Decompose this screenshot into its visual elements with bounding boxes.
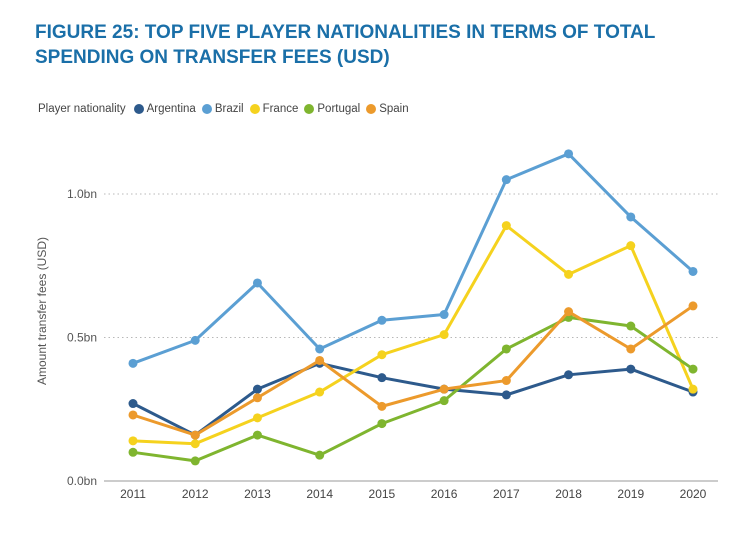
y-tick-label-0: 0.0bn bbox=[67, 474, 97, 488]
point-france-2020 bbox=[688, 384, 698, 394]
point-brazil-2011 bbox=[128, 358, 138, 368]
point-france-2011 bbox=[128, 436, 138, 446]
legend-label: Player nationality bbox=[38, 103, 126, 115]
series-line-brazil bbox=[131, 152, 695, 365]
point-france-2013 bbox=[252, 413, 262, 423]
point-portugal-2016 bbox=[439, 396, 449, 406]
point-spain-2015 bbox=[377, 401, 387, 411]
point-argentina-2017 bbox=[501, 390, 511, 400]
point-brazil-2012 bbox=[190, 335, 200, 345]
y-axis-label: Amount transfer fees (USD) bbox=[35, 237, 49, 385]
point-portugal-2014 bbox=[315, 450, 325, 460]
series-line-spain bbox=[131, 304, 695, 437]
legend-dot-portugal bbox=[304, 104, 315, 114]
legend-item-argentina: Argentina bbox=[133, 103, 196, 115]
y-tick-label-1: 0.5bn bbox=[67, 331, 97, 345]
legend-text-spain: Spain bbox=[379, 103, 409, 115]
title-line-1: FIGURE 25: TOP FIVE PLAYER NATIONALITIES… bbox=[35, 22, 656, 43]
series-line-france bbox=[131, 224, 695, 446]
point-portugal-2015 bbox=[377, 419, 387, 429]
x-tick-label-2012: 2012 bbox=[182, 487, 209, 501]
point-france-2017 bbox=[501, 221, 511, 231]
legend-text-france: France bbox=[262, 103, 299, 115]
point-argentina-2018 bbox=[564, 370, 574, 380]
x-tick-label-2014: 2014 bbox=[306, 487, 333, 501]
point-france-2019 bbox=[626, 241, 636, 251]
x-tick-label-2017: 2017 bbox=[493, 487, 520, 501]
point-portugal-2011 bbox=[128, 447, 138, 457]
legend-text-portugal: Portugal bbox=[317, 103, 361, 115]
point-spain-2017 bbox=[501, 376, 511, 386]
title-line-2: SPENDING ON TRANSFER FEES (USD) bbox=[35, 47, 390, 68]
point-france-2012 bbox=[190, 439, 200, 449]
point-portugal-2012 bbox=[190, 456, 200, 466]
x-tick-label-2016: 2016 bbox=[431, 487, 458, 501]
point-portugal-2019 bbox=[626, 321, 636, 331]
point-france-2014 bbox=[315, 387, 325, 397]
point-argentina-2015 bbox=[377, 373, 387, 383]
legend: Player nationality Argentina Brazil Fran… bbox=[38, 103, 415, 115]
legend-item-portugal: Portugal bbox=[304, 103, 360, 115]
point-france-2018 bbox=[564, 269, 574, 279]
x-tick-label-2020: 2020 bbox=[680, 487, 707, 501]
point-spain-2020 bbox=[688, 301, 698, 311]
x-tick-label-2013: 2013 bbox=[244, 487, 271, 501]
series-line-portugal bbox=[131, 315, 695, 463]
chart-title: FIGURE 25: TOP FIVE PLAYER NATIONALITIES… bbox=[35, 20, 725, 70]
point-france-2016 bbox=[439, 330, 449, 340]
point-brazil-2018 bbox=[564, 149, 574, 159]
point-spain-2019 bbox=[626, 344, 636, 354]
legend-dot-spain bbox=[366, 104, 377, 114]
point-spain-2012 bbox=[190, 430, 200, 440]
point-brazil-2014 bbox=[315, 344, 325, 354]
x-tick-label-2011: 2011 bbox=[120, 487, 146, 501]
legend-item-brazil: Brazil bbox=[201, 103, 244, 115]
point-spain-2018 bbox=[564, 307, 574, 317]
point-brazil-2017 bbox=[501, 175, 511, 185]
point-portugal-2020 bbox=[688, 364, 698, 374]
point-argentina-2019 bbox=[626, 364, 636, 374]
y-tick-label-2: 1.0bn bbox=[67, 187, 97, 201]
legend-dot-france bbox=[249, 104, 260, 114]
point-spain-2013 bbox=[252, 393, 262, 403]
point-brazil-2019 bbox=[626, 212, 636, 222]
point-brazil-2015 bbox=[377, 315, 387, 325]
point-portugal-2017 bbox=[501, 344, 511, 354]
point-spain-2016 bbox=[439, 384, 449, 394]
x-tick-label-2018: 2018 bbox=[555, 487, 582, 501]
point-spain-2011 bbox=[128, 410, 138, 420]
x-tick-label-2015: 2015 bbox=[369, 487, 396, 501]
legend-item-france: France bbox=[249, 103, 299, 115]
series-line-argentina bbox=[131, 361, 695, 437]
point-brazil-2020 bbox=[688, 266, 698, 276]
legend-text-argentina: Argentina bbox=[146, 103, 196, 115]
point-spain-2014 bbox=[315, 355, 325, 365]
point-brazil-2016 bbox=[439, 310, 449, 320]
legend-text-brazil: Brazil bbox=[214, 103, 244, 115]
point-portugal-2013 bbox=[252, 430, 262, 440]
point-france-2015 bbox=[377, 350, 387, 360]
legend-dot-argentina bbox=[133, 104, 144, 114]
point-argentina-2011 bbox=[128, 399, 138, 409]
x-tick-label-2019: 2019 bbox=[617, 487, 644, 501]
legend-item-spain: Spain bbox=[366, 103, 409, 115]
point-brazil-2013 bbox=[252, 278, 262, 288]
legend-dot-brazil bbox=[201, 104, 212, 114]
point-argentina-2013 bbox=[252, 384, 262, 394]
